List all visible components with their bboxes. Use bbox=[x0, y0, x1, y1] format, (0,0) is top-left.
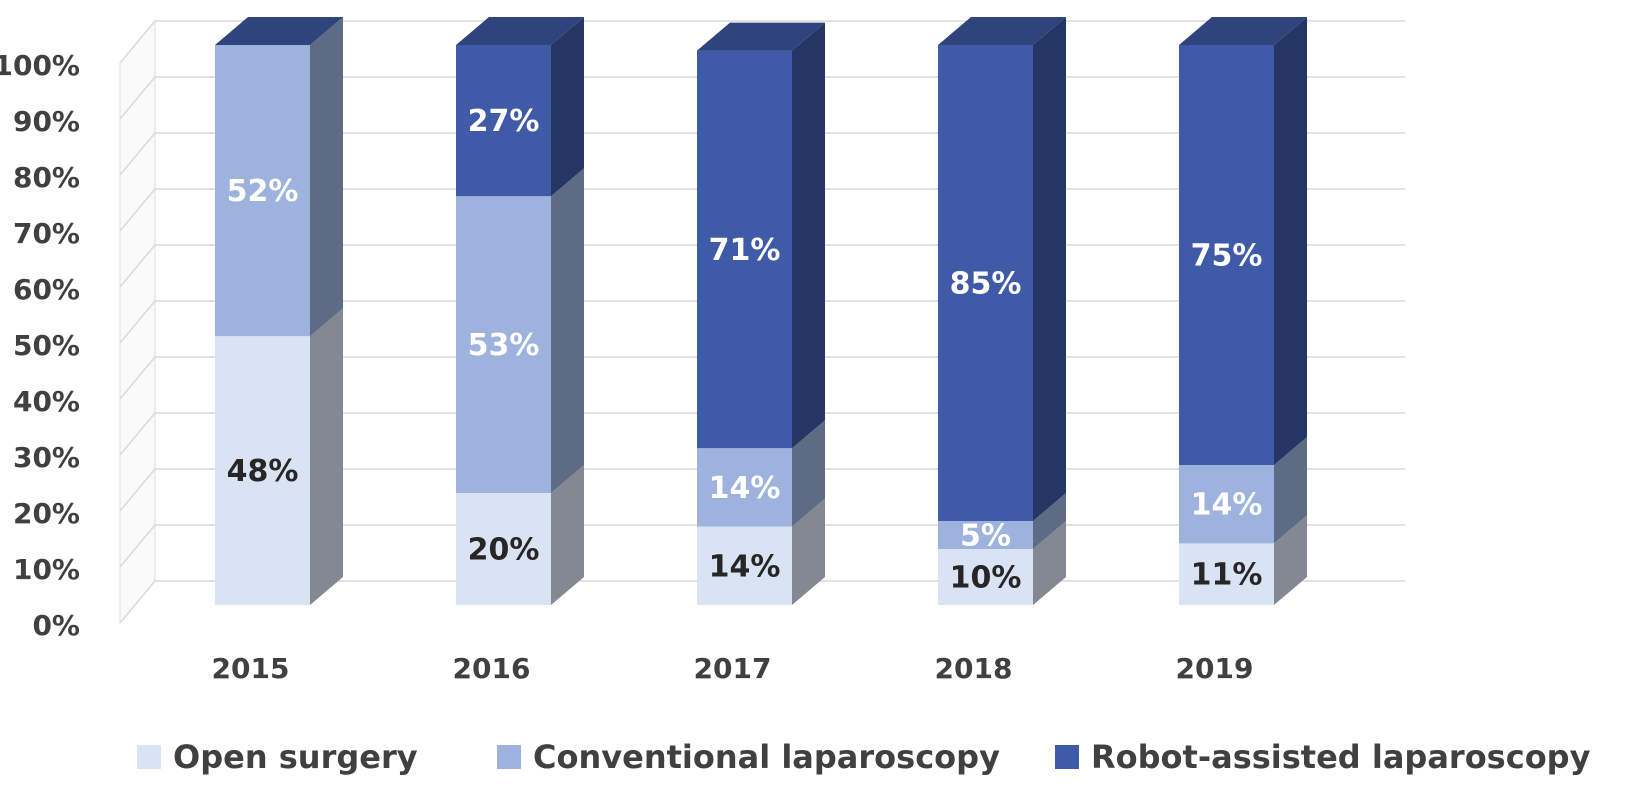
bar bbox=[456, 196, 551, 493]
data-label: 75% bbox=[1191, 239, 1263, 274]
legend-swatch bbox=[137, 745, 161, 769]
bar-side bbox=[1274, 17, 1307, 465]
bar-top bbox=[938, 17, 1066, 45]
data-label: 27% bbox=[468, 104, 540, 139]
bar-side bbox=[792, 420, 825, 527]
y-tick-label: 80% bbox=[13, 161, 80, 194]
bar bbox=[697, 50, 792, 449]
bar-side bbox=[310, 17, 343, 337]
bar-top bbox=[215, 17, 343, 45]
data-label: 85% bbox=[950, 267, 1022, 302]
bar-side bbox=[310, 308, 343, 605]
bar-side bbox=[1033, 17, 1066, 521]
legend-label: Open surgery bbox=[173, 738, 418, 776]
bar-top bbox=[456, 17, 584, 45]
bar bbox=[215, 45, 310, 337]
bar bbox=[697, 526, 792, 605]
bar bbox=[938, 521, 1033, 549]
bar bbox=[456, 45, 551, 197]
bar-side bbox=[792, 22, 825, 449]
x-tick-label: 2016 bbox=[453, 652, 531, 685]
bar-side bbox=[1033, 493, 1066, 549]
bar-side bbox=[551, 17, 584, 197]
y-tick-label: 0% bbox=[32, 609, 80, 642]
bar bbox=[1179, 45, 1274, 465]
data-label: 14% bbox=[1191, 488, 1263, 523]
bar-side bbox=[1274, 437, 1307, 544]
y-tick-label: 40% bbox=[13, 385, 80, 418]
bar-side bbox=[551, 465, 584, 605]
legend-label: Robot-assisted laparoscopy bbox=[1091, 738, 1591, 776]
bar bbox=[697, 448, 792, 527]
bar bbox=[938, 45, 1033, 521]
x-tick-label: 2015 bbox=[212, 652, 290, 685]
data-label: 14% bbox=[709, 549, 781, 584]
y-tick-label: 100% bbox=[0, 49, 80, 82]
y-tick-label: 70% bbox=[13, 217, 80, 250]
bar bbox=[456, 493, 551, 605]
y-tick-label: 20% bbox=[13, 497, 80, 530]
bar-side bbox=[551, 168, 584, 493]
data-label: 5% bbox=[960, 519, 1011, 554]
data-label: 20% bbox=[468, 533, 540, 568]
y-tick-label: 50% bbox=[13, 329, 80, 362]
data-label: 10% bbox=[950, 561, 1022, 596]
bar-top bbox=[1179, 17, 1307, 45]
legend-swatch bbox=[497, 745, 521, 769]
legend-label: Conventional laparoscopy bbox=[533, 738, 1000, 776]
x-tick-label: 2019 bbox=[1176, 652, 1254, 685]
bar-side bbox=[792, 498, 825, 605]
bar-side bbox=[1274, 515, 1307, 605]
data-label: 48% bbox=[227, 454, 299, 489]
x-tick-label: 2018 bbox=[935, 652, 1013, 685]
data-label: 71% bbox=[709, 233, 781, 268]
y-tick-label: 60% bbox=[13, 273, 80, 306]
bar bbox=[938, 549, 1033, 605]
y-tick-label: 30% bbox=[13, 441, 80, 474]
data-label: 14% bbox=[709, 471, 781, 506]
x-tick-label: 2017 bbox=[694, 652, 772, 685]
data-label: 53% bbox=[468, 328, 540, 363]
bar bbox=[215, 336, 310, 605]
bar-top bbox=[697, 22, 825, 51]
bar bbox=[1179, 543, 1274, 605]
y-tick-label: 90% bbox=[13, 105, 80, 138]
legend-swatch bbox=[1055, 745, 1079, 769]
bar bbox=[1179, 465, 1274, 544]
data-label: 11% bbox=[1191, 558, 1263, 593]
data-label: 52% bbox=[227, 174, 299, 209]
y-tick-label: 10% bbox=[13, 553, 80, 586]
